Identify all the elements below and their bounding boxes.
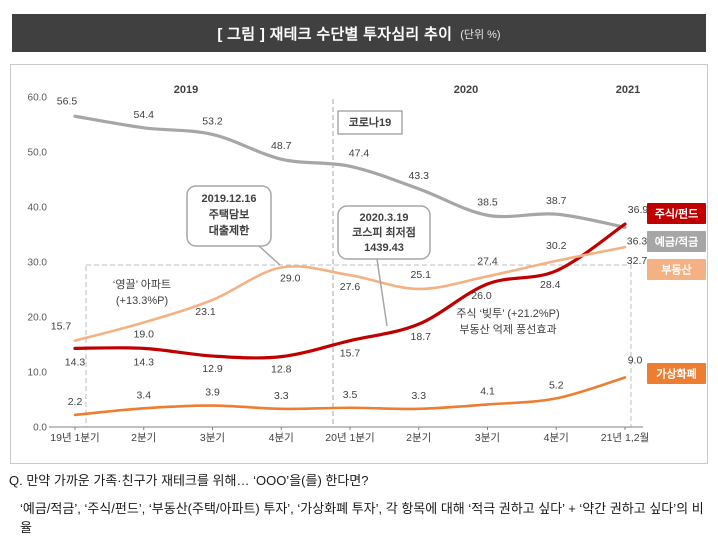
chart-title-bar: [ 그림 ] 재테크 수단별 투자심리 추이 (단위 %): [12, 14, 706, 52]
mortgage-callout-text: 대출제한: [209, 223, 249, 237]
legend-swatch-0: [647, 231, 706, 252]
x-axis-label: 20년 1분기: [325, 432, 374, 444]
x-axis-label: 2분기: [406, 432, 431, 444]
data-label: 56.5: [57, 95, 78, 107]
data-label: 27.4: [477, 255, 498, 267]
data-label: 2.2: [68, 396, 83, 408]
data-label: 9.0: [628, 355, 643, 367]
data-label: 3.5: [343, 389, 358, 401]
survey-method-note: ‘예금/적금’, ‘주식/펀드’, ‘부동산(주택/아파트) 투자’, ‘가상화…: [20, 501, 704, 535]
kospi-callout-box: [337, 205, 431, 260]
note-apartment: (+13.3%P): [116, 295, 168, 307]
survey-question: Q. 만약 가까운 가족·친구가 재테크를 위해… ‘OOO’을(를) 한다면?: [9, 473, 369, 488]
x-axis-label: 3분기: [200, 432, 225, 444]
y-axis-label: 60.0: [28, 93, 48, 104]
y-axis-label: 20.0: [28, 313, 48, 324]
data-label: 15.7: [51, 321, 72, 333]
kospi-callout-text: 코스피 최저점: [352, 225, 416, 239]
data-label: 14.3: [134, 356, 155, 368]
x-axis-label: 4분기: [269, 432, 294, 444]
data-label: 18.7: [411, 331, 432, 343]
legend-label-3: 가상화폐: [656, 367, 696, 381]
data-label: 3.3: [411, 390, 426, 402]
data-label: 54.4: [134, 109, 155, 121]
data-label: 23.1: [195, 306, 216, 318]
legend-label-2: 부동산: [661, 263, 691, 277]
data-label: 19.0: [134, 329, 155, 341]
data-label: 38.7: [546, 195, 567, 207]
data-label: 47.4: [349, 147, 370, 159]
data-label: 15.7: [340, 348, 361, 360]
x-axis-label: 2분기: [131, 432, 156, 444]
data-label: 36.9: [628, 204, 649, 216]
data-label: 36.3: [627, 235, 648, 247]
data-label: 12.9: [202, 363, 223, 375]
data-label: 43.3: [409, 170, 430, 182]
data-label: 5.2: [549, 379, 564, 391]
series-line-1: [73, 222, 627, 360]
x-axis-label: 4분기: [544, 432, 569, 444]
series-line-0: [73, 114, 627, 229]
data-label: 27.6: [340, 281, 361, 293]
x-axis-label: 3분기: [475, 432, 500, 444]
data-label: 38.5: [477, 196, 498, 208]
legend-label-0: 예금/적금: [655, 235, 699, 249]
kospi-callout-text: 2020.3.19: [360, 212, 409, 224]
note-stock-balloon: 부동산 억제 풍선효과: [459, 323, 556, 336]
kospi-callout-text: 1439.43: [364, 242, 404, 254]
footnote: Q. 만약 가까운 가족·친구가 재테크를 위해… ‘OOO’을(를) 한다면?…: [9, 470, 711, 536]
y-axis-label: 10.0: [28, 368, 48, 379]
data-label: 4.1: [480, 385, 495, 397]
year-label: 2019: [174, 84, 198, 96]
legend-label-1: 주식/펀드: [655, 207, 699, 221]
note-apartment: ‘영끌’ 아파트: [113, 278, 171, 291]
y-axis-label: 30.0: [28, 258, 48, 269]
data-label: 3.4: [136, 389, 151, 401]
chart-panel: 19년 1분기 2분기 3분기 4분기 20년 1분기 2분기 3분기 4분기 21년 1,2월…: [10, 64, 708, 464]
legend-swatch-1: [647, 203, 706, 224]
covid-callout-label: 코로나19: [349, 115, 392, 129]
series-line-2: [73, 245, 627, 342]
data-label: 3.3: [274, 390, 289, 402]
investment-sentiment-line-chart: 19년 1분기 2분기 3분기 4분기 20년 1분기 2분기 3분기 4분기 21년 1,2월…: [28, 84, 706, 444]
legend-swatch-2: [647, 259, 706, 280]
data-label: 53.2: [202, 115, 223, 127]
year-label: 2021: [616, 84, 640, 96]
data-label: 32.7: [627, 255, 648, 267]
data-label: 14.3: [65, 356, 86, 368]
note-stock-balloon: 주식 ‘빚투’ (+21.2%P): [456, 307, 559, 320]
data-label: 3.9: [205, 387, 220, 399]
y-axis-label: 0.0: [33, 423, 47, 434]
y-axis-label: 40.0: [28, 203, 48, 214]
x-axis-label: 19년 1분기: [50, 432, 99, 444]
covid-callout-box: [337, 110, 403, 135]
data-label: 25.1: [411, 269, 432, 281]
data-label: 30.2: [546, 240, 567, 252]
data-label: 29.0: [280, 273, 301, 285]
year-label: 2020: [454, 84, 478, 96]
mortgage-callout-box: [186, 185, 272, 247]
chart-unit-label: (단위 %): [460, 29, 501, 41]
y-axis-label: 50.0: [28, 148, 48, 159]
data-label: 28.4: [540, 279, 561, 291]
mortgage-callout-leader: [258, 245, 281, 266]
data-label: 12.8: [271, 364, 292, 376]
legend-swatch-3: [647, 363, 706, 384]
data-label: 48.7: [271, 140, 292, 152]
page-title: [ 그림 ] 재테크 수단별 투자심리 추이: [217, 25, 453, 43]
x-axis-label: 21년 1,2월: [601, 432, 650, 444]
mortgage-callout-text: 주택담보: [209, 207, 249, 221]
kospi-callout-leader: [376, 258, 388, 327]
data-label: 26.0: [471, 290, 492, 302]
series-line-3: [73, 376, 627, 417]
mortgage-callout-text: 2019.12.16: [201, 193, 256, 205]
